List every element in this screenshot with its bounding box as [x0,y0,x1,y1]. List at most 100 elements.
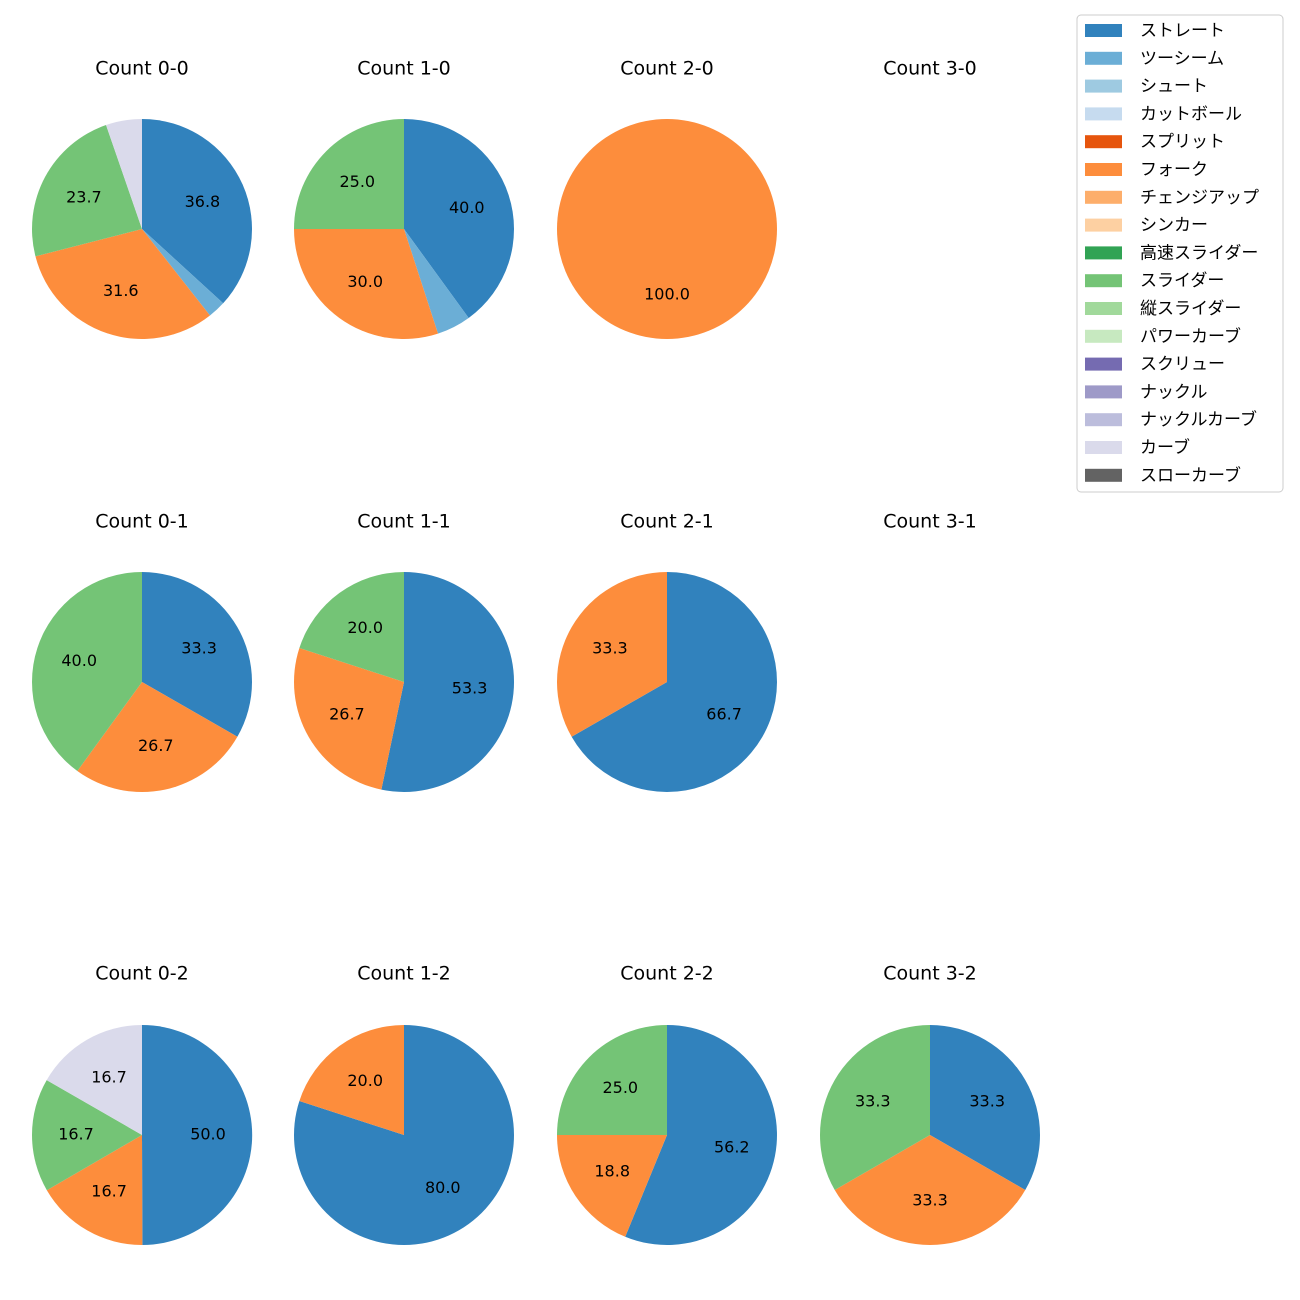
legend-swatch [1085,302,1122,315]
pie-slice-label: 53.3 [452,678,488,697]
pie-slice-label: 33.3 [912,1191,948,1210]
pie-slice-label: 56.2 [714,1137,750,1156]
pie-slice [46,1135,143,1246]
pie-slice-label: 33.3 [592,638,628,657]
pie-slice-label: 26.7 [138,736,174,755]
pie-slice-label: 33.3 [855,1092,891,1111]
pie-title: Count 0-0 [95,58,189,80]
pie-title: Count 1-0 [357,58,451,80]
legend-swatch [1085,190,1122,204]
legend-swatch [1085,385,1122,399]
pie-slice [31,1080,142,1191]
pie-slice [142,1024,253,1245]
pie-slice-label: 36.8 [185,192,221,211]
pie-title: Count 2-0 [620,58,714,80]
legend-label: 縦スライダー [1140,299,1241,319]
pie-title: Count 3-1 [883,511,977,533]
pie-title: Count 2-1 [620,511,714,533]
pie-slice-label: 80.0 [425,1178,461,1197]
pie-slice-label: 30.0 [347,272,383,291]
legend-swatch [1085,79,1122,93]
pie-slice [106,119,142,229]
pie-slice [571,572,777,792]
legend: ストレートツーシームシュートカットボールスプリットフォークチェンジアップシンカー… [1076,14,1284,493]
pie-slice-label: 25.0 [602,1078,638,1097]
legend-label: スライダー [1140,271,1224,291]
legend-label: ナックル [1140,382,1208,402]
legend-swatch [1085,468,1122,482]
pie-slice [557,1025,667,1135]
pie-slice [293,648,404,790]
pie-title: Count 0-1 [95,511,189,533]
pie-slice-label: 100.0 [644,285,690,304]
legend-swatch [1085,24,1122,37]
pie-slice-label: 31.6 [103,281,139,300]
legend-label: カットボール [1140,104,1242,124]
pie-slice [834,1135,1026,1245]
pie-slice [557,119,777,339]
legend-swatch [1085,329,1122,343]
pie-title: Count 0-2 [95,963,189,985]
pie-panel: Count 3-2 33.3 33.3 33.3 [820,963,1040,1245]
pie-slice [299,1025,404,1135]
pie-slice-label: 20.0 [347,1071,383,1090]
legend-swatch [1085,163,1122,176]
legend-label: シュート [1140,77,1208,97]
legend-swatch [1085,51,1122,65]
legend-label: 高速スライダー [1140,243,1258,263]
pie-slice [77,682,238,793]
pie-panel: Count 2-0 100.0 [557,58,777,339]
legend-swatch [1085,107,1122,121]
pie-panel: Count 2-1 66.7 33.3 [556,511,777,792]
legend-label: スプリット [1140,132,1225,152]
pie-slice [142,229,224,316]
pie-slice-label: 18.8 [594,1161,630,1180]
legend-label: ストレート [1140,21,1225,41]
pie-slice-label: 20.0 [347,618,383,637]
pie-slice [556,572,667,737]
pie-slice-label: 26.7 [329,705,365,724]
legend-label: スクリュー [1140,355,1225,375]
legend-frame [1076,14,1284,493]
pie-title: Count 1-1 [357,511,451,533]
pie-slice-label: 25.0 [339,172,375,191]
legend-swatch [1085,357,1122,371]
pie-slice [930,1025,1040,1190]
pie-slice [404,229,469,334]
legend-label: パワーカーブ [1140,326,1241,347]
pie-title: Count 3-2 [883,963,977,985]
pie-slice [299,572,404,682]
legend-label: ナックルカーブ [1140,409,1257,430]
legend-swatch [1085,441,1122,454]
pie-slice-label: 40.0 [449,198,485,217]
pie-slice [35,229,210,339]
pie-slice [381,572,515,792]
pie-title: Count 3-0 [883,58,977,80]
pie-panel: Count 1-0 40.0 30.0 25.0 [293,58,515,340]
pie-slice-label: 33.3 [181,638,217,657]
pie-slice [32,125,143,257]
pie-slice-label: 33.3 [969,1092,1005,1111]
pie-slice [293,1025,514,1246]
pie-slice [294,119,404,229]
legend-label: チェンジアップ [1140,188,1259,208]
pie-panel: Count 1-1 53.3 26.7 20.0 [293,511,515,792]
legend-label: シンカー [1140,216,1208,236]
legend-label: フォーク [1140,160,1208,180]
pie-slice-label: 66.7 [706,705,742,724]
pie-panels: Count 0-0 36.8 31.6 23.7 Count 1-0 40.0 30.0 25… [31,58,1040,1246]
pie-slice [556,1135,667,1237]
pie-panel: Count 0-1 33.3 26.7 40.0 [31,511,253,793]
pie-slice-label: 16.7 [91,1067,127,1086]
pie-slice-label: 23.7 [66,187,102,206]
pie-slice-label: 50.0 [190,1124,226,1143]
pie-slice [820,1025,930,1190]
legend-swatch [1085,135,1122,149]
legend-label: スローカーブ [1140,465,1241,486]
pie-slice [142,572,253,737]
legend-swatch [1085,274,1122,288]
pie-slice [142,119,253,304]
pie-title: Count 2-2 [620,963,714,985]
legend-label: カーブ [1140,437,1190,458]
